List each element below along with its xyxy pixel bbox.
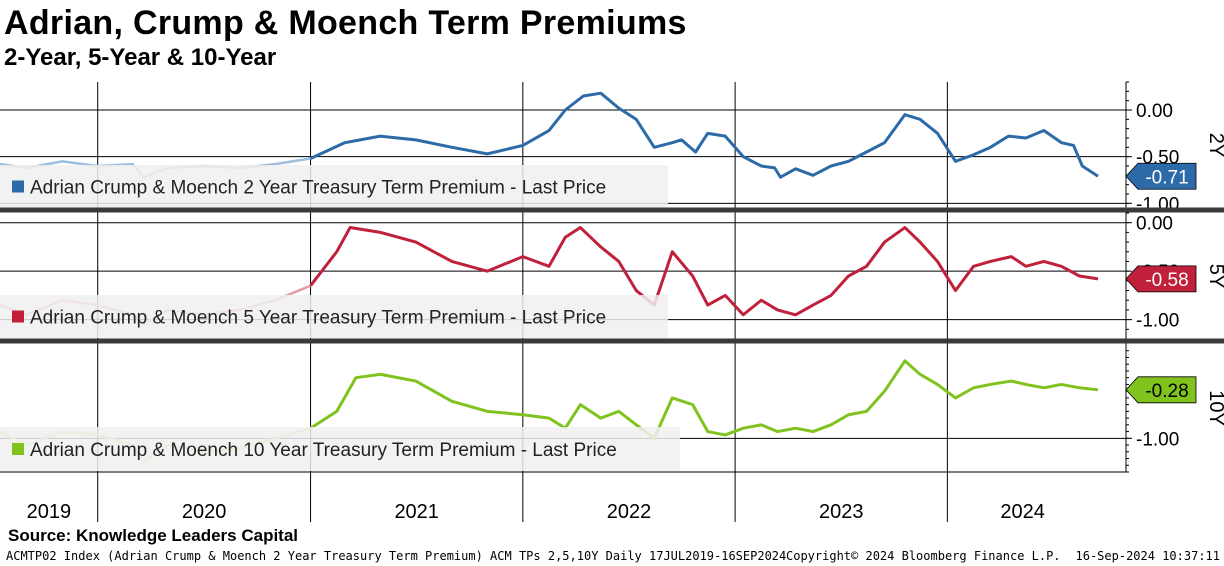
- legend-text-2Y: Adrian Crump & Moench 2 Year Treasury Te…: [30, 178, 606, 199]
- year-label-2024: 2024: [1000, 501, 1045, 523]
- legend-swatch-5Y: [12, 310, 24, 323]
- legend-text-10Y: Adrian Crump & Moench 10 Year Treasury T…: [30, 440, 617, 461]
- tick-label-10Y-0: -1.00: [1136, 429, 1179, 450]
- year-label-2022: 2022: [607, 501, 652, 523]
- panel-separator-0: [0, 207, 1224, 213]
- tick-label-2Y-0: 0.00: [1136, 101, 1173, 122]
- panel-label-5Y: 5Y: [1205, 264, 1224, 288]
- series-line-2Y: [309, 91, 1099, 179]
- legend-layer: Adrian Crump & Moench 2 Year Treasury Te…: [0, 165, 680, 471]
- legend-text-5Y: Adrian Crump & Moench 5 Year Treasury Te…: [30, 308, 606, 329]
- series-line-10Y: [309, 359, 1099, 440]
- year-label-2020: 2020: [182, 501, 227, 523]
- footer-timestamp: 16-Sep-2024 10:37:11: [1075, 549, 1221, 563]
- panel-label-10Y: 10Y: [1205, 390, 1224, 426]
- year-label-2021: 2021: [394, 501, 439, 523]
- legend-swatch-2Y: [12, 180, 24, 193]
- last-value-label-5Y: -0.58: [1145, 270, 1188, 291]
- panel-label-2Y: 2Y: [1205, 133, 1224, 157]
- last-value-tag-2Y: [1125, 162, 1197, 190]
- footer-index-info: ACMTP02 Index (Adrian Crump & Moench 2 Y…: [6, 549, 787, 563]
- legend-box-2Y: [0, 165, 668, 208]
- last-value-tag-5Y: [1125, 265, 1197, 293]
- tick-label-5Y-2: -1.00: [1136, 311, 1179, 332]
- last-value-tag-10Y: [1125, 376, 1197, 404]
- year-label-2019: 2019: [27, 501, 72, 523]
- legend-box-5Y: [0, 295, 668, 338]
- year-label-2023: 2023: [819, 501, 864, 523]
- tick-label-5Y-0: 0.00: [1136, 214, 1173, 235]
- chart-title: Adrian, Crump & Moench Term Premiums: [4, 4, 687, 42]
- series-layer: [0, 91, 1099, 464]
- series-line-5Y: [309, 226, 1099, 317]
- footer-copyright: Copyright© 2024 Bloomberg Finance L.P.: [786, 549, 1061, 563]
- source-note: Source: Knowledge Leaders Capital: [8, 526, 299, 545]
- panel-separator-1: [0, 338, 1224, 344]
- chart-subtitle: 2-Year, 5-Year & 10-Year: [4, 44, 277, 71]
- last-value-label-10Y: -0.28: [1145, 381, 1188, 402]
- legend-swatch-10Y: [12, 443, 24, 455]
- legend-box-10Y: [0, 427, 680, 471]
- axis-layer: 2019 2020 2021 2022 2023 20240.00-0.50-1.00-0…: [0, 81, 1224, 523]
- last-value-label-2Y: -0.71: [1145, 167, 1188, 188]
